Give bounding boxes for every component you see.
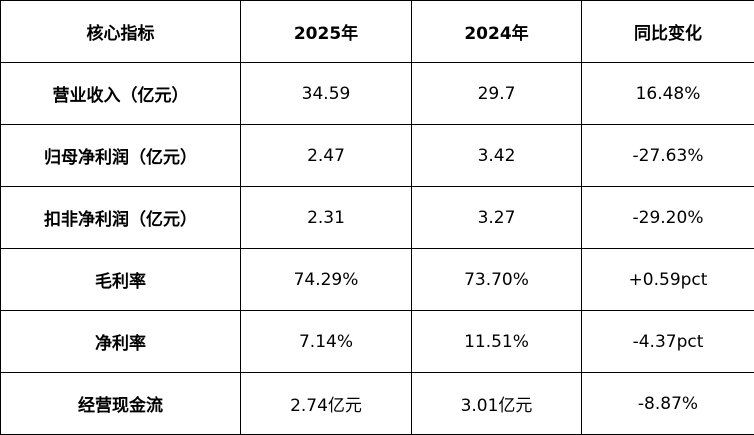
table-cell: -27.63% — [581, 124, 754, 187]
table-cell: 73.70% — [411, 248, 582, 311]
table-cell: 29.7 — [411, 62, 582, 125]
header-cell: 2024年 — [411, 0, 582, 63]
header-cell: 2025年 — [240, 0, 412, 63]
header-row: 核心指标 2025年 2024年 同比变化 — [0, 0, 754, 63]
row-label: 营业收入（亿元） — [0, 62, 241, 125]
row-label: 毛利率 — [0, 248, 241, 311]
table-cell: 34.59 — [240, 62, 412, 125]
table-cell: 2.47 — [240, 124, 412, 187]
header-cell: 核心指标 — [0, 0, 241, 63]
table-cell: 3.01亿元 — [411, 372, 582, 435]
table-cell: -4.37pct — [581, 310, 754, 373]
table-row: 毛利率 74.29% 73.70% +0.59pct — [0, 248, 754, 311]
table-cell: +0.59pct — [581, 248, 754, 311]
table-cell: 3.42 — [411, 124, 582, 187]
row-label: 净利率 — [0, 310, 241, 373]
table-cell: 74.29% — [240, 248, 412, 311]
table-row: 归母净利润（亿元） 2.47 3.42 -27.63% — [0, 124, 754, 187]
table-row: 营业收入（亿元） 34.59 29.7 16.48% — [0, 62, 754, 125]
row-label: 扣非净利润（亿元） — [0, 186, 241, 249]
header-cell: 同比变化 — [581, 0, 754, 63]
table-row: 净利率 7.14% 11.51% -4.37pct — [0, 310, 754, 373]
table-cell: 16.48% — [581, 62, 754, 125]
table-cell: -29.20% — [581, 186, 754, 249]
table-cell: 2.74亿元 — [240, 372, 412, 435]
table-row: 经营现金流 2.74亿元 3.01亿元 -8.87% — [0, 372, 754, 435]
table-cell: 11.51% — [411, 310, 582, 373]
row-label: 经营现金流 — [0, 372, 241, 435]
table-cell: 3.27 — [411, 186, 582, 249]
table-cell: 7.14% — [240, 310, 412, 373]
table-row: 扣非净利润（亿元） 2.31 3.27 -29.20% — [0, 186, 754, 249]
table-cell: 2.31 — [240, 186, 412, 249]
row-label: 归母净利润（亿元） — [0, 124, 241, 187]
table-cell: -8.87% — [581, 372, 754, 435]
